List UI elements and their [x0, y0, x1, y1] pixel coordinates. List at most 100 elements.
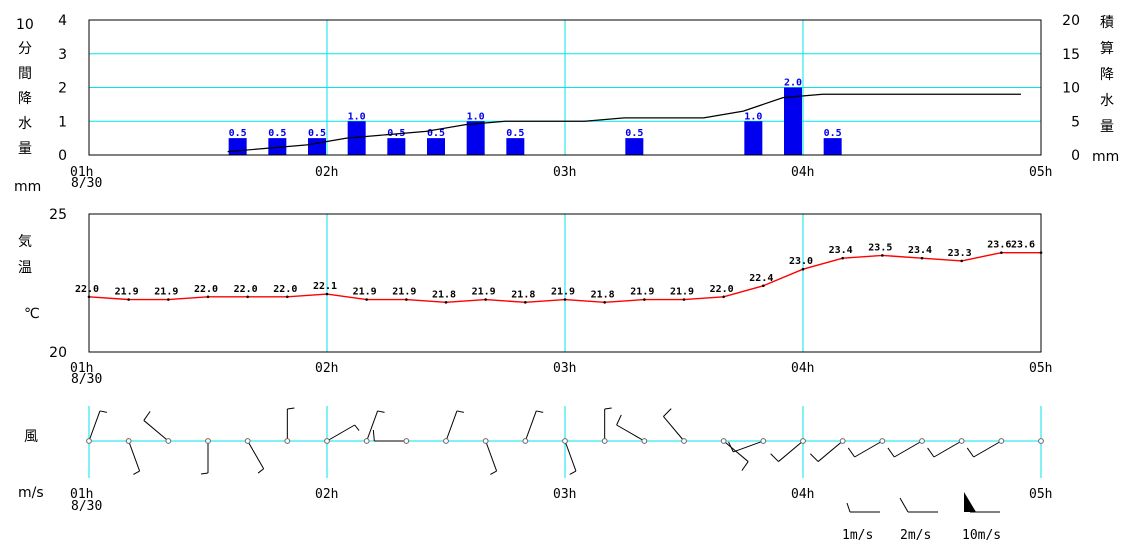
temp-point — [801, 267, 805, 271]
wind-barb — [86, 410, 107, 444]
barb-shaft — [524, 410, 537, 442]
y-tick-label: 20 — [49, 345, 67, 361]
wind-legend-item: 2m/s — [899, 497, 938, 543]
wind-barb — [966, 438, 1005, 458]
precip-bar — [387, 138, 406, 155]
temp-value-label: 23.4 — [829, 245, 853, 256]
wind-barb — [482, 438, 498, 475]
wind-barb — [324, 424, 360, 444]
barb-feather — [728, 441, 734, 453]
y-tick-label: 0 — [58, 148, 67, 164]
precip-bar — [228, 138, 247, 155]
precip-bar-label: 2.0 — [784, 78, 802, 89]
wind-barb — [200, 438, 211, 475]
temp-value-label: 23.3 — [948, 248, 972, 259]
wind-x-date: 8/30 — [71, 499, 102, 514]
wind-legend-item: 10m/s — [962, 492, 1001, 543]
temp-grid — [326, 214, 804, 352]
temp-point — [206, 295, 210, 299]
barb-feather — [143, 411, 151, 421]
precip-panel: 0.5 0.5 0.51.00.5 0.51.00.5 0.51.02.00.5 012… — [14, 13, 1119, 195]
wind-barb — [720, 438, 749, 471]
temp-value-label: 21.8 — [432, 289, 456, 300]
y-tick-label: 2 — [58, 81, 67, 97]
x-tick-label: 01h — [70, 165, 93, 180]
temp-value-label: 22.0 — [710, 284, 734, 295]
y-label-char: 量 — [18, 141, 32, 157]
barb-feather — [133, 470, 140, 475]
precip-y-unit: mm — [14, 179, 41, 195]
temp-value-label: 23.6 — [1011, 240, 1035, 251]
wind-barbs — [86, 407, 1044, 475]
y2-tick-label: 0 — [1071, 148, 1080, 164]
temp-value-label: 21.8 — [511, 289, 535, 300]
y-tick-label: 1 — [58, 114, 67, 130]
precip-bar — [506, 138, 525, 155]
wind-barb — [770, 438, 806, 462]
precip-bar-label: 1.0 — [348, 111, 366, 122]
barb-shaft — [485, 440, 498, 472]
temp-point — [127, 298, 130, 301]
temp-value-label: 23.5 — [868, 242, 892, 253]
temp-value-label: 22.1 — [313, 281, 337, 292]
barb-shaft — [973, 440, 1002, 458]
precip-bar — [823, 138, 842, 155]
wind-barb — [125, 438, 141, 475]
temp-value-label: 21.9 — [392, 287, 416, 298]
wind-barb — [616, 414, 648, 444]
wind-legend: 1m/s 2m/s 10m/s — [842, 492, 1001, 543]
barb-station — [443, 438, 449, 444]
barb-shaft — [663, 416, 685, 442]
barb-station — [363, 438, 370, 444]
x-tick-label: 02h — [315, 487, 338, 502]
legend-label: 1m/s — [842, 528, 873, 543]
barb-station — [681, 438, 687, 444]
y2-label-char: 量 — [1100, 119, 1114, 135]
barb-shaft — [854, 440, 883, 458]
precip-bar-label: 1.0 — [744, 111, 762, 122]
y-label-char: 間 — [18, 66, 32, 82]
barb-station — [919, 438, 925, 444]
legend-pennant — [964, 492, 976, 512]
temp-value-label: 22.0 — [75, 284, 99, 295]
precip-y-ticks: 0 1 2 3 4 — [58, 13, 67, 164]
barb-shaft — [817, 440, 843, 462]
barb-station — [244, 438, 251, 444]
temp-point — [325, 292, 329, 296]
temp-y-label: 気温 — [18, 234, 32, 276]
y-label-char: 分 — [18, 41, 32, 57]
barb-feather — [604, 407, 612, 410]
barb-station — [839, 438, 846, 444]
temp-point — [444, 301, 448, 304]
precip-bar-label: 0.5 — [824, 128, 842, 139]
wind-panel: 風 m/s 01h 02h 03h 04h 05h 8/30 1m/s 2m/s 10m/s — [18, 406, 1052, 543]
precip-bar — [625, 138, 644, 155]
wind-barb — [887, 438, 925, 458]
temp-point — [524, 301, 527, 304]
barb-shaft — [616, 424, 645, 442]
barb-feather — [354, 424, 360, 431]
barb-station — [1038, 438, 1044, 444]
barb-station — [165, 438, 172, 444]
wind-barb — [284, 407, 295, 444]
barb-feather — [536, 410, 544, 413]
y2-tick-label: 20 — [1062, 13, 1080, 29]
wind-barb — [728, 438, 767, 453]
barb-station — [641, 438, 648, 444]
temp-value-label: 22.4 — [749, 273, 773, 284]
x-tick-label: 03h — [553, 361, 576, 376]
legend-feather — [846, 502, 851, 513]
barb-shaft — [326, 424, 355, 442]
wind-legend-item: 1m/s — [842, 502, 880, 543]
barb-station — [205, 438, 211, 444]
y2-label-char: 積 — [1100, 15, 1114, 31]
barb-feather — [456, 410, 464, 413]
legend-feather — [899, 497, 909, 513]
precip-x-date: 8/30 — [71, 176, 102, 191]
x-tick-label: 02h — [315, 361, 338, 376]
temp-x-date: 8/30 — [71, 372, 102, 387]
precip-bar — [744, 121, 763, 155]
